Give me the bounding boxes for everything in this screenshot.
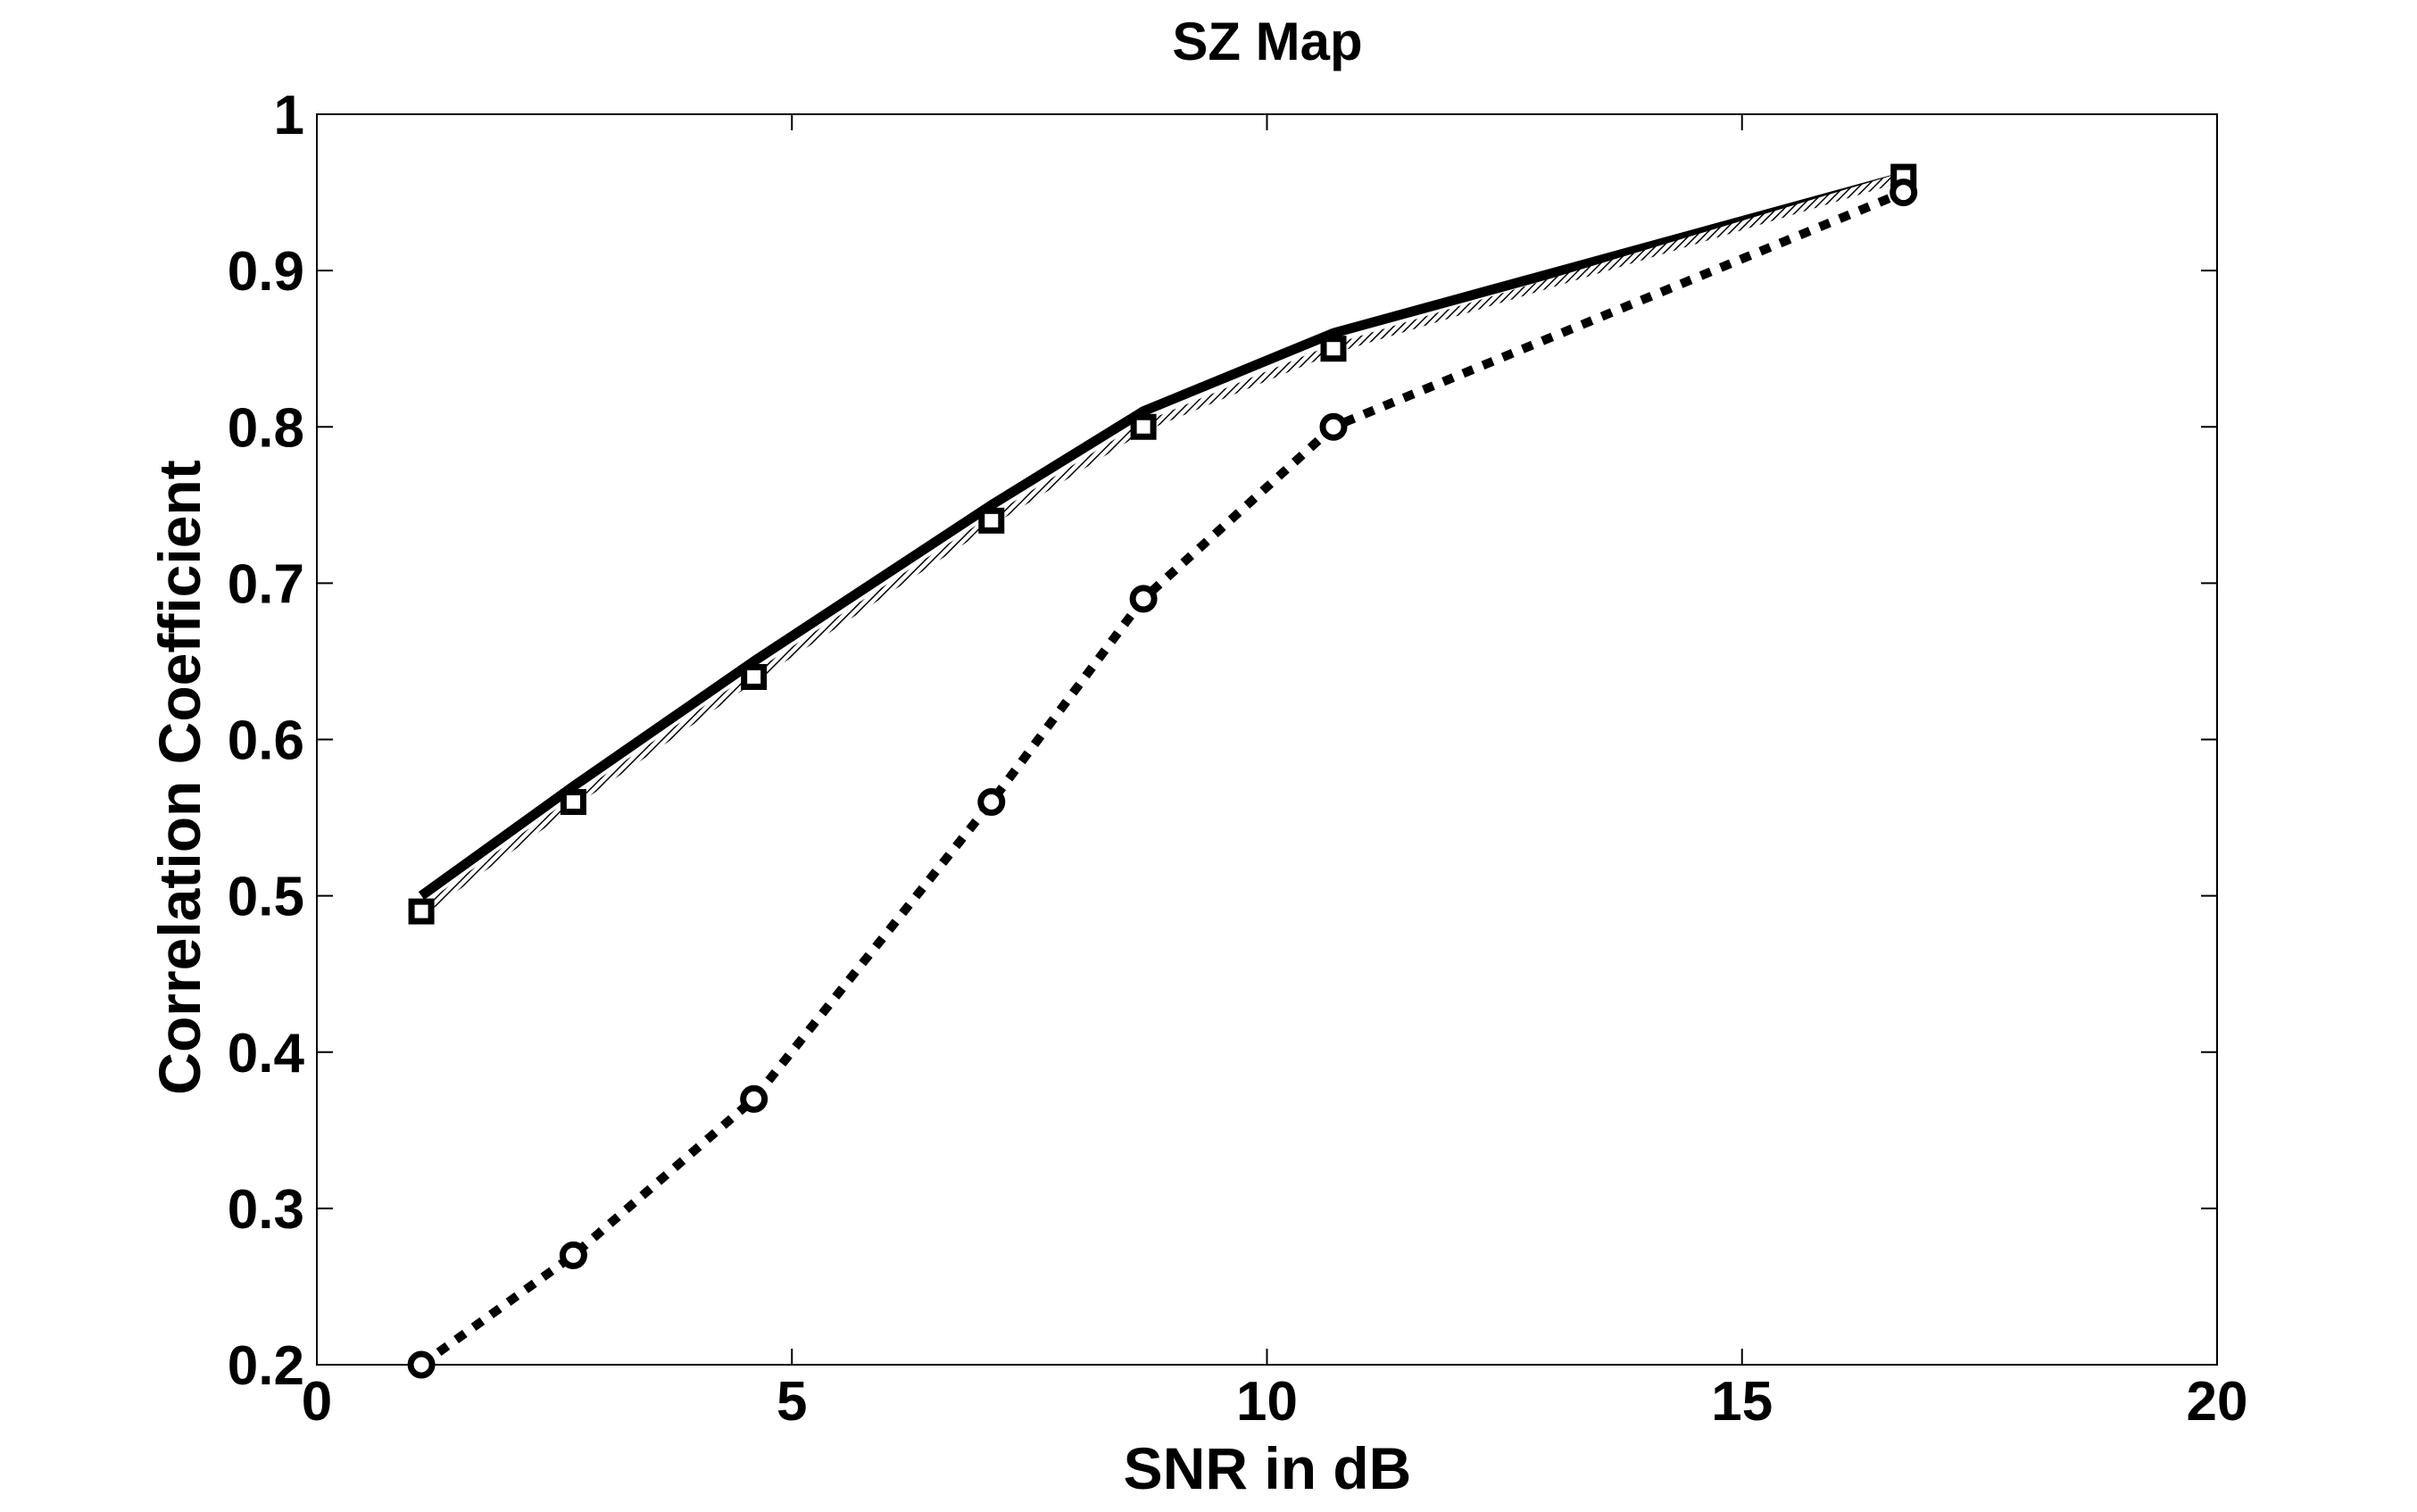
y-tick-label: 0.5	[228, 867, 304, 928]
x-tick-label: 10	[1236, 1371, 1298, 1433]
y-tick-label: 0.6	[228, 710, 304, 772]
y-tick-label: 0.3	[228, 1179, 304, 1241]
series-2-point	[1320, 336, 1347, 362]
y-axis-title: Correlation Coefficient	[146, 460, 212, 1094]
series-3-point	[407, 1350, 436, 1379]
x-tick-label: 20	[2187, 1371, 2248, 1433]
y-tick-label: 0.8	[228, 397, 304, 459]
series-3-point	[740, 1084, 768, 1113]
axes-frame	[316, 113, 2218, 1366]
y-tick-label: 0.2	[228, 1335, 304, 1397]
series-2-point	[978, 507, 1005, 534]
x-axis-title: SNR in dB	[1124, 1435, 1412, 1501]
y-tick-label: 0.9	[228, 241, 304, 303]
series-3-point	[1890, 179, 1918, 207]
series-line-1	[418, 171, 1906, 901]
series-3-point	[559, 1241, 587, 1269]
series-3-point	[1129, 585, 1158, 613]
y-tick-label: 0.4	[228, 1023, 305, 1084]
y-tick-label: 0.7	[228, 553, 304, 615]
y-tick-label: 1	[274, 85, 304, 146]
series-2-point	[408, 898, 435, 925]
series-line-3	[419, 187, 1906, 1369]
series-line-2	[419, 172, 1906, 916]
series-3-point	[977, 788, 1006, 817]
x-tick-label: 15	[1711, 1371, 1773, 1433]
plot-area: 0 5 10 15 20 0.2 0.3 0.4 0.5 0.6 0.7 0.8 0.9 1	[228, 85, 2248, 1433]
series-2-point	[741, 663, 768, 690]
x-tick-label: 0	[302, 1371, 332, 1433]
chart-title: SZ Map	[1172, 12, 1362, 71]
series-2-point	[1130, 413, 1157, 440]
series-3-point	[1319, 412, 1348, 441]
x-tick-label: 5	[777, 1371, 807, 1433]
series-2-point	[560, 789, 586, 816]
